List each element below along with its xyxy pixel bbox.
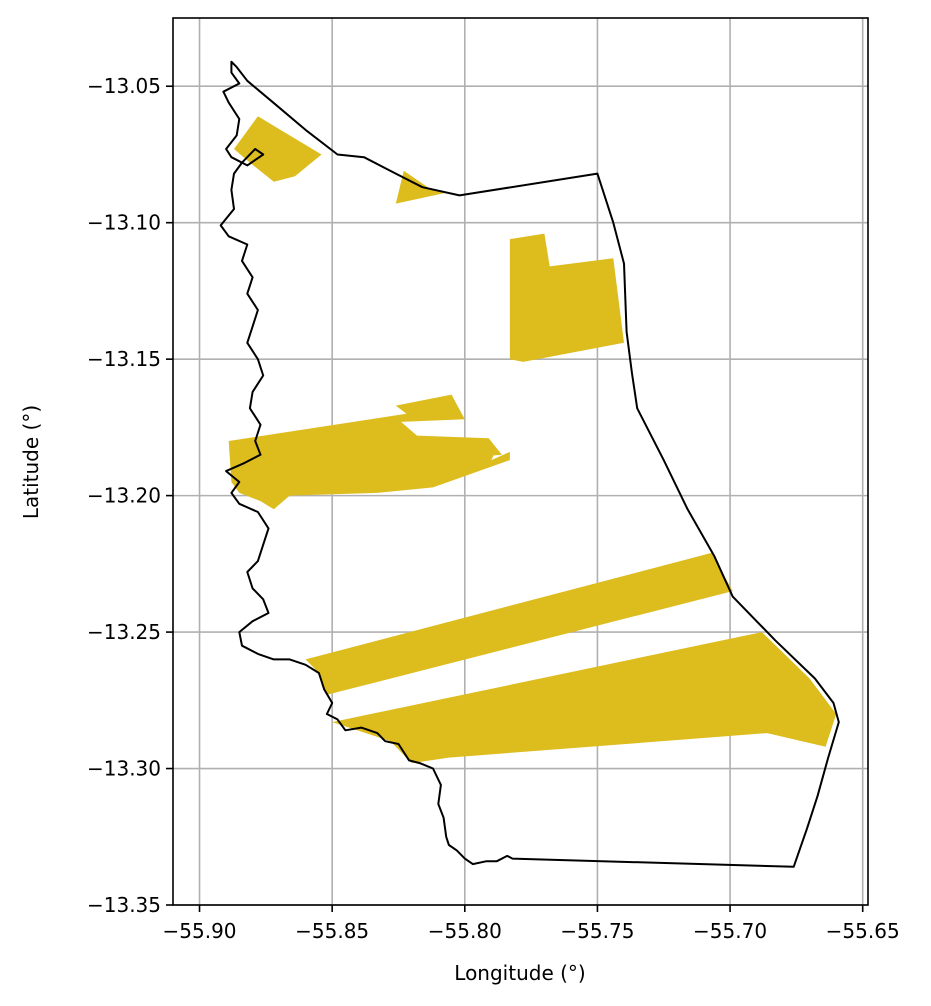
feature-polygon [305,552,733,695]
y-tick-label: −13.30 [87,757,161,781]
feature-polygon [332,632,837,764]
y-tick-label: −13.10 [87,211,161,235]
feature-polygon [228,394,510,510]
x-tick-label: −55.80 [428,919,502,943]
y-tick-label: −13.15 [87,347,161,371]
feature-polygon [509,233,624,362]
x-tick-label: −55.85 [295,919,369,943]
x-tick-label: −55.75 [560,919,634,943]
y-tick-label: −13.20 [87,484,161,508]
feature-polygon [234,116,322,182]
x-tick-label: −55.70 [693,919,767,943]
region-boundary [219,60,840,868]
y-axis-ticks: −13.05 −13.10 −13.15 −13.20 −13.25 −13.30 −13.… [87,74,173,917]
x-tick-label: −55.65 [826,919,900,943]
feature-polygons [228,116,837,764]
x-tick-label: −55.90 [163,919,237,943]
plot-frame [172,17,869,906]
y-tick-label: −13.35 [87,893,161,917]
y-tick-label: −13.05 [87,74,161,98]
boundary-outline [219,60,840,868]
y-axis-label: Latitude (°) [19,405,43,519]
x-axis-label: Longitude (°) [454,961,585,985]
y-tick-label: −13.25 [87,620,161,644]
x-axis-ticks: −55.90 −55.85 −55.80 −55.75 −55.70 −55.65 [163,905,900,943]
